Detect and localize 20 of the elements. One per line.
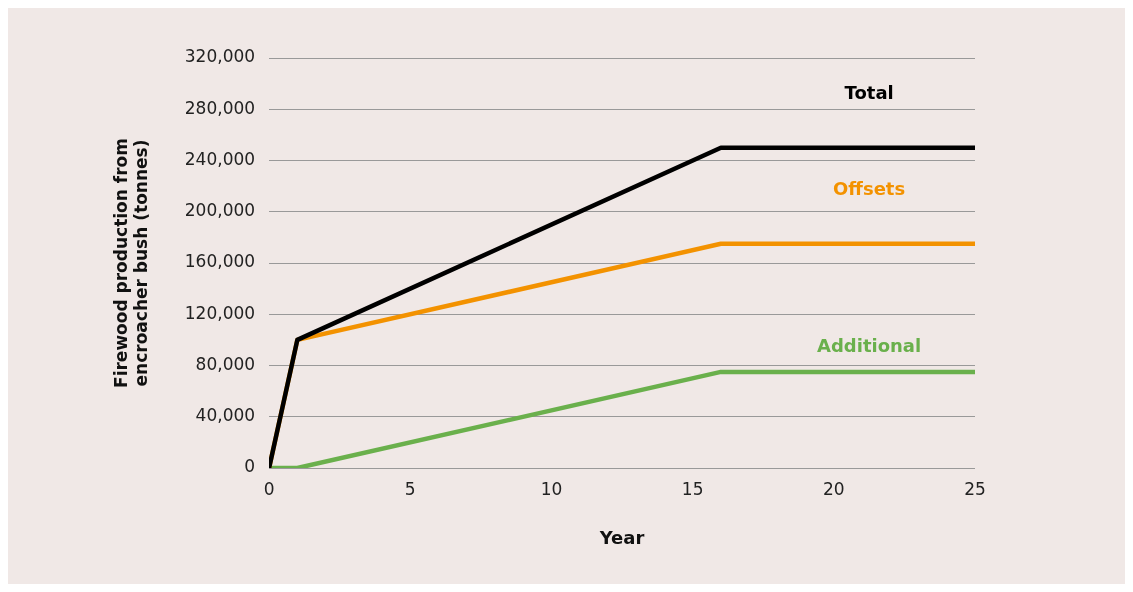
series-label: Additional — [817, 334, 922, 356]
text: Total — [844, 82, 894, 104]
x-tick-label: 5 — [404, 478, 416, 499]
y-tick-label: 200,000 — [184, 200, 256, 221]
x-axis-title: Year — [598, 526, 645, 548]
y-tick-label: 40,000 — [195, 405, 256, 426]
y-tick-label: 0 — [244, 456, 256, 477]
y-tick-label: 80,000 — [195, 353, 256, 374]
x-tick-label: 20 — [823, 478, 845, 499]
y-tick-label: 120,000 — [184, 302, 256, 323]
x-tick-label: 0 — [263, 478, 275, 499]
y-tick-label: 280,000 — [184, 97, 256, 118]
x-tick-label: 10 — [540, 478, 563, 499]
y-tick-label: 240,000 — [184, 148, 256, 169]
y-tick-label: 320,000 — [184, 46, 256, 67]
x-tick-label: 15 — [681, 478, 704, 499]
x-tick-label: 25 — [964, 478, 986, 499]
y-tick-label: 160,000 — [184, 251, 256, 272]
text: Offsets — [833, 178, 906, 200]
y-axis-title: Firewood production from encroacher bush (tonnes) — [110, 138, 152, 388]
